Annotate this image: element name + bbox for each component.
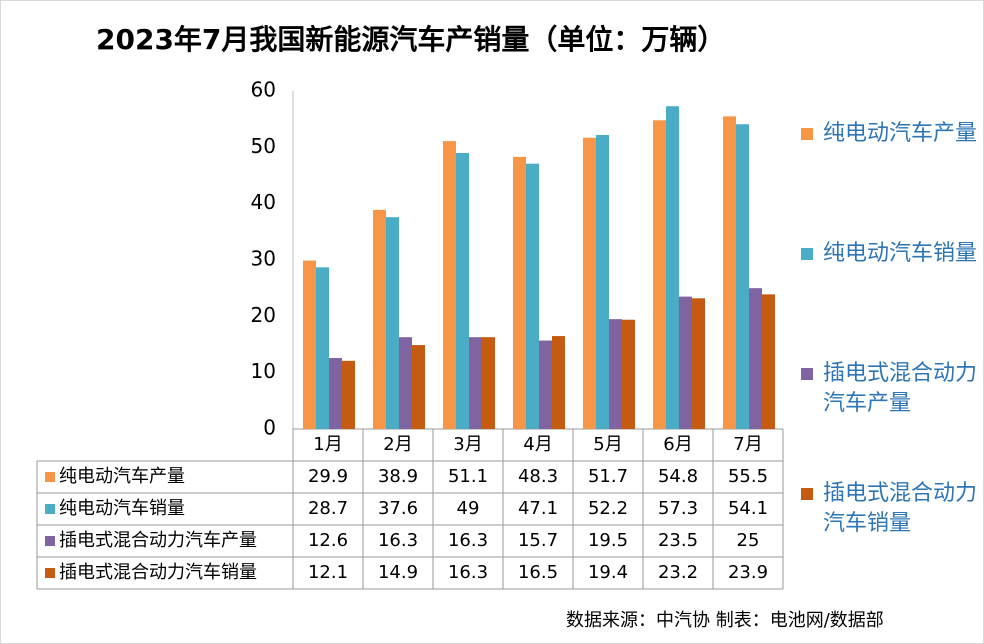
- table-swatch: [45, 536, 55, 546]
- bar: [443, 141, 456, 430]
- bar: [723, 116, 736, 429]
- bar: [482, 337, 495, 429]
- table-cell: 28.7: [308, 498, 348, 519]
- table-cell: 23.5: [658, 530, 698, 551]
- table-swatch: [45, 472, 55, 482]
- bar: [456, 152, 469, 429]
- table-row-label: 纯电动汽车销量: [59, 498, 185, 519]
- y-tick-label: 30: [251, 247, 276, 271]
- bar: [513, 156, 526, 429]
- table-cell: 37.6: [378, 498, 418, 519]
- y-tick-label: 40: [251, 190, 276, 214]
- table-cell: 12.6: [308, 530, 348, 551]
- bar: [749, 288, 762, 429]
- bar: [596, 134, 609, 429]
- bar: [622, 319, 635, 429]
- legend-swatch: [801, 368, 813, 380]
- x-tick-label: 7月: [733, 434, 762, 455]
- table-cell: 47.1: [518, 498, 558, 519]
- table-cell: 19.5: [588, 530, 628, 551]
- legend-label: 插电式混合动力汽车产量: [823, 361, 978, 416]
- bar: [736, 124, 749, 429]
- bar: [412, 345, 425, 429]
- table-cell: 57.3: [658, 498, 698, 519]
- source-note: 数据来源：中汽协 制表：电池网/数据部: [566, 610, 884, 631]
- x-tick-label: 5月: [593, 434, 622, 455]
- table-cell: 51.7: [588, 466, 628, 487]
- table-cell: 48.3: [518, 466, 558, 487]
- bar: [692, 298, 705, 429]
- y-tick-label: 0: [263, 416, 276, 440]
- bar: [386, 217, 399, 429]
- table-cell: 15.7: [518, 530, 558, 551]
- bar: [342, 360, 355, 429]
- x-tick-label: 1月: [313, 434, 342, 455]
- bar: [539, 340, 552, 429]
- table-swatch: [45, 568, 55, 578]
- bar: [762, 294, 775, 429]
- table-row-label: 插电式混合动力汽车产量: [59, 530, 257, 551]
- legend-swatch: [801, 248, 813, 260]
- table-cell: 16.3: [448, 562, 488, 583]
- table-cell: 19.4: [588, 562, 628, 583]
- bar: [303, 260, 316, 429]
- table-cell: 25: [737, 530, 760, 551]
- table-cell: 23.2: [658, 562, 698, 583]
- table-cell: 52.2: [588, 498, 628, 519]
- table-cell: 16.3: [378, 530, 418, 551]
- bar: [609, 319, 622, 429]
- legend-swatch: [801, 128, 813, 140]
- chart-title: 2023年7月我国新能源汽车产销量（单位：万辆）: [96, 23, 725, 56]
- table-cell: 38.9: [378, 466, 418, 487]
- bar: [399, 337, 412, 429]
- bar: [666, 106, 679, 430]
- y-tick-label: 10: [251, 359, 276, 383]
- y-tick-label: 20: [251, 303, 276, 327]
- table-cell: 16.5: [518, 562, 558, 583]
- table-cell: 14.9: [378, 562, 418, 583]
- table-cell: 54.1: [728, 498, 768, 519]
- legend-label: 插电式混合动力汽车销量: [823, 481, 978, 536]
- bar: [679, 296, 692, 429]
- x-tick-label: 3月: [453, 434, 482, 455]
- bar: [583, 137, 596, 430]
- legend-label: 纯电动汽车产量: [823, 121, 978, 146]
- bar: [526, 163, 539, 430]
- bar: [316, 267, 329, 429]
- table-cell: 55.5: [728, 466, 768, 487]
- table-row-label: 纯电动汽车产量: [59, 466, 185, 487]
- bar: [329, 358, 342, 429]
- table-cell: 49: [457, 498, 480, 519]
- y-tick-label: 50: [251, 134, 276, 158]
- table-row-label: 插电式混合动力汽车销量: [59, 562, 257, 583]
- bar: [469, 337, 482, 429]
- bar: [552, 336, 565, 429]
- table-cell: 12.1: [308, 562, 348, 583]
- table-cell: 23.9: [728, 562, 768, 583]
- y-tick-label: 60: [251, 78, 276, 102]
- x-tick-label: 6月: [663, 434, 692, 455]
- x-tick-label: 2月: [383, 434, 412, 455]
- x-tick-label: 4月: [523, 434, 552, 455]
- table-swatch: [45, 504, 55, 514]
- legend-label: 纯电动汽车销量: [823, 241, 978, 266]
- table-cell: 16.3: [448, 530, 488, 551]
- bar: [373, 209, 386, 429]
- legend-swatch: [801, 488, 813, 500]
- bar: [653, 120, 666, 429]
- table-cell: 29.9: [308, 466, 348, 487]
- table-cell: 51.1: [448, 466, 488, 487]
- table-cell: 54.8: [658, 466, 698, 487]
